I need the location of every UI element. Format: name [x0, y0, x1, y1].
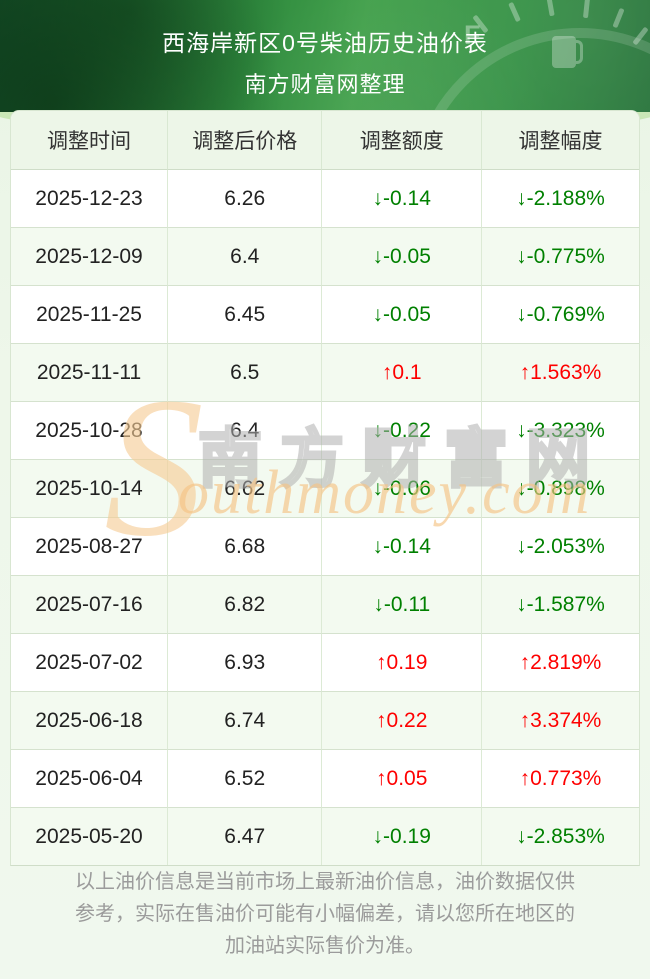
- column-header-adjust-time: 调整时间: [11, 111, 168, 170]
- cell-date: 2025-07-16: [11, 576, 168, 634]
- table-row: 2025-10-14 6.62 ↓-0.06 ↓-0.898%: [11, 460, 639, 518]
- cell-change: ↓-0.05: [322, 228, 482, 286]
- cell-percent: ↓-2.188%: [481, 170, 639, 228]
- oil-price-table: 调整时间 调整后价格 调整额度 调整幅度 2025-12-23 6.26 ↓-0…: [10, 110, 640, 866]
- disclaimer-note: 以上油价信息是当前市场上最新油价信息，油价数据仅供参考，实际在售油价可能有小幅偏…: [75, 871, 575, 957]
- cell-change: ↓-0.22: [322, 402, 482, 460]
- cell-price: 6.93: [168, 634, 323, 692]
- table-row: 2025-06-18 6.74 ↑0.22 ↑3.374%: [11, 692, 639, 750]
- cell-change: ↓-0.14: [322, 518, 482, 576]
- table-row: 2025-10-28 6.4 ↓-0.22 ↓-3.323%: [11, 402, 639, 460]
- table-row: 2025-12-09 6.4 ↓-0.05 ↓-0.775%: [11, 228, 639, 286]
- table-header-row: 调整时间 调整后价格 调整额度 调整幅度: [11, 111, 639, 170]
- fuel-pump-icon: [552, 36, 583, 68]
- cell-date: 2025-10-14: [11, 460, 168, 518]
- cell-change: ↑0.22: [322, 692, 482, 750]
- cell-change: ↓-0.14: [322, 170, 482, 228]
- cell-percent: ↓-1.587%: [481, 576, 639, 634]
- table-row: 2025-11-11 6.5 ↑0.1 ↑1.563%: [11, 344, 639, 402]
- cell-change: ↑0.19: [322, 634, 482, 692]
- cell-date: 2025-07-02: [11, 634, 168, 692]
- cell-percent: ↑3.374%: [481, 692, 639, 750]
- cell-date: 2025-05-20: [11, 808, 168, 865]
- table-row: 2025-11-25 6.45 ↓-0.05 ↓-0.769%: [11, 286, 639, 344]
- cell-date: 2025-12-09: [11, 228, 168, 286]
- table-row: 2025-06-04 6.52 ↑0.05 ↑0.773%: [11, 750, 639, 808]
- cell-change: ↓-0.19: [322, 808, 482, 865]
- cell-price: 6.68: [168, 518, 323, 576]
- cell-percent: ↑2.819%: [481, 634, 639, 692]
- cell-date: 2025-06-04: [11, 750, 168, 808]
- cell-price: 6.82: [168, 576, 323, 634]
- cell-percent: ↓-0.769%: [481, 286, 639, 344]
- cell-change: ↓-0.06: [322, 460, 482, 518]
- table-row: 2025-07-02 6.93 ↑0.19 ↑2.819%: [11, 634, 639, 692]
- cell-price: 6.4: [168, 402, 323, 460]
- page-subtitle: 南方财富网整理: [244, 72, 406, 97]
- cell-price: 6.47: [168, 808, 323, 865]
- cell-percent: ↓-0.898%: [481, 460, 639, 518]
- gauge-full-label: F: [464, 20, 481, 50]
- cell-date: 2025-06-18: [11, 692, 168, 750]
- cell-price: 6.52: [168, 750, 323, 808]
- cell-percent: ↓-3.323%: [481, 402, 639, 460]
- cell-date: 2025-12-23: [11, 170, 168, 228]
- cell-percent: ↓-2.053%: [481, 518, 639, 576]
- cell-price: 6.5: [168, 344, 323, 402]
- cell-date: 2025-11-25: [11, 286, 168, 344]
- cell-price: 6.4: [168, 228, 323, 286]
- cell-price: 6.45: [168, 286, 323, 344]
- cell-percent: ↓-2.853%: [516, 824, 605, 848]
- cell-percent: ↑0.773%: [481, 750, 639, 808]
- cell-change: ↓-0.05: [322, 286, 482, 344]
- hero-banner: F 西海岸新区0号柴油历史油价表 南方财富网整理: [0, 0, 650, 112]
- cell-date: 2025-08-27: [11, 518, 168, 576]
- column-header-adjust-amount: 调整额度: [322, 111, 482, 170]
- cell-date: 2025-11-11: [11, 344, 168, 402]
- column-header-adjust-range: 调整幅度: [481, 111, 639, 170]
- cell-percent: ↑1.563%: [481, 344, 639, 402]
- cell-date: 2025-10-28: [11, 402, 168, 460]
- column-header-adjusted-price: 调整后价格: [168, 111, 323, 170]
- table-row: 2025-07-16 6.82 ↓-0.11 ↓-1.587%: [11, 576, 639, 634]
- table-row: 2025-08-27 6.68 ↓-0.14 ↓-2.053%: [11, 518, 639, 576]
- cell-change: ↓-0.11: [322, 576, 482, 634]
- cell-change: ↑0.05: [322, 750, 482, 808]
- table-row: 2025-05-20 6.47 ↓-0.19 ↓-2.853%: [11, 808, 639, 865]
- table-row: 2025-12-23 6.26 ↓-0.14 ↓-2.188%: [11, 170, 639, 228]
- cell-change: ↑0.1: [322, 344, 482, 402]
- cell-price: 6.74: [168, 692, 323, 750]
- cell-percent: ↓-0.775%: [481, 228, 639, 286]
- cell-price: 6.62: [168, 460, 323, 518]
- cell-price: 6.26: [168, 170, 323, 228]
- page-title: 西海岸新区0号柴油历史油价表: [162, 30, 488, 56]
